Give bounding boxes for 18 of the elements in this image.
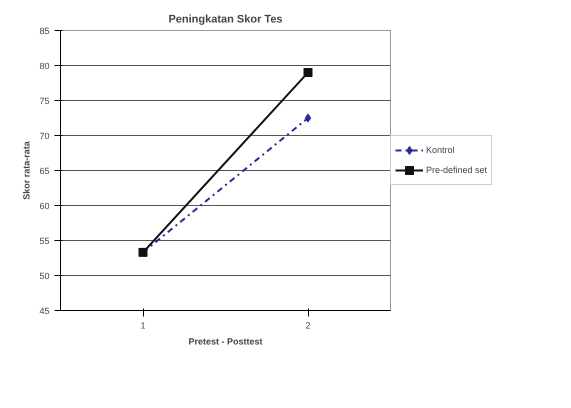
- y-tick-label: 85: [39, 26, 50, 36]
- point: [304, 114, 312, 122]
- y-tick-label: 75: [39, 96, 50, 106]
- y-tick-label: 60: [39, 201, 50, 211]
- legend-label: Kontrol: [426, 145, 455, 155]
- y-tick-label: 45: [39, 306, 50, 316]
- y-tick-label: 55: [39, 236, 50, 246]
- point: [304, 68, 312, 77]
- y-axis-title: Skor rata-rata: [21, 140, 32, 200]
- y-tick-label: 70: [39, 131, 50, 141]
- y-tick-label: 65: [39, 166, 50, 176]
- x-axis-title: Pretest - Posttest: [188, 336, 263, 346]
- chart-title: Peningkatan Skor Tes: [168, 14, 283, 26]
- legend-label: Pre-defined set: [426, 165, 488, 175]
- y-tick-label: 80: [39, 61, 50, 71]
- y-tick-label: 50: [39, 271, 50, 281]
- x-tick-label: 2: [305, 320, 311, 330]
- x-tick-label: 1: [140, 320, 146, 330]
